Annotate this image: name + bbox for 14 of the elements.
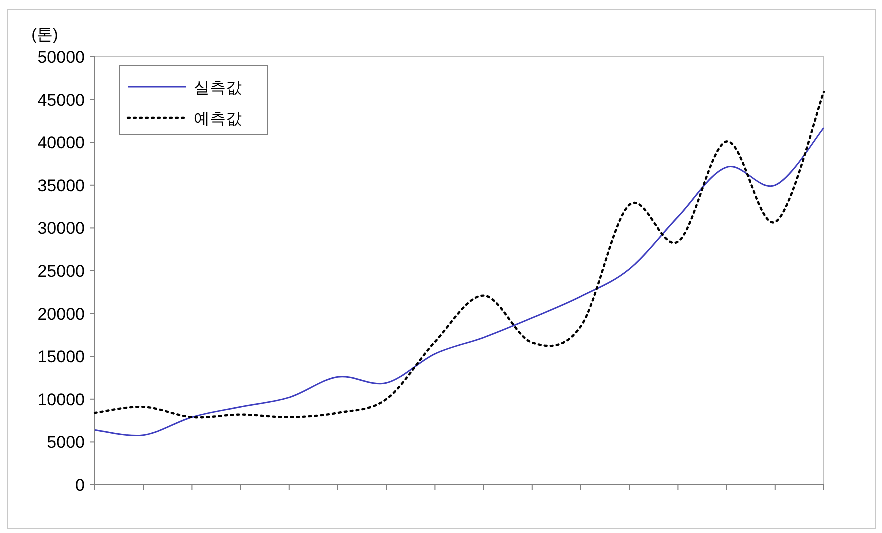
- y-tick-label: 25000: [38, 262, 85, 281]
- y-tick-label: 0: [76, 476, 85, 495]
- y-tick-label: 20000: [38, 304, 85, 324]
- y-axis-title: (톤): [32, 27, 58, 44]
- y-tick-label: 15000: [38, 348, 85, 367]
- y-tick-label: 30000: [38, 219, 85, 238]
- y-tick-label: 40000: [38, 134, 85, 153]
- y-tick-label: 45000: [38, 90, 85, 110]
- legend-label: 예측값: [194, 111, 242, 128]
- y-tick-label: 50000: [38, 48, 85, 67]
- y-tick-label: 5000: [47, 433, 85, 452]
- legend-label: 실측값: [194, 80, 242, 97]
- y-tick-label: 35000: [38, 176, 85, 196]
- y-tick-label: 10000: [38, 390, 85, 410]
